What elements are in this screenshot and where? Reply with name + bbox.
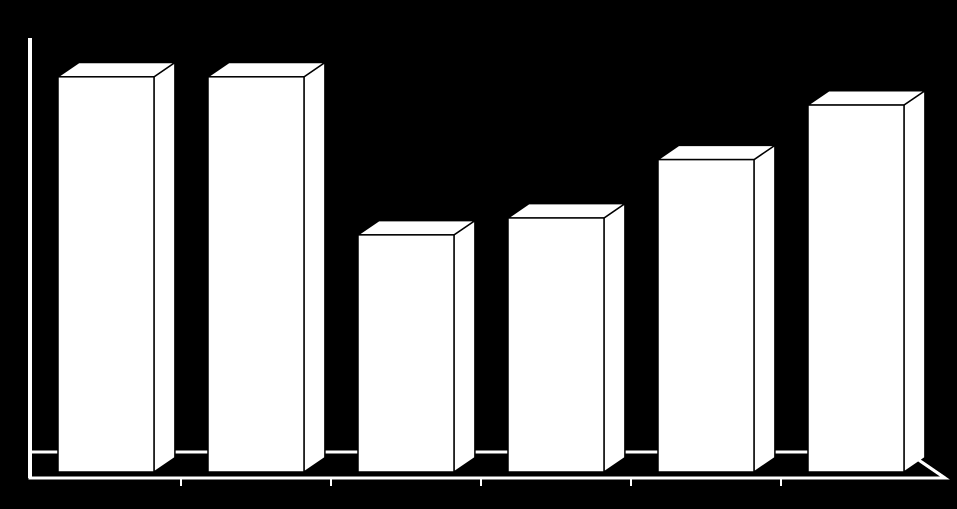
bar-front bbox=[808, 105, 904, 472]
bar bbox=[508, 204, 625, 472]
bar-side bbox=[304, 63, 325, 472]
bar-top bbox=[58, 63, 175, 77]
bar-front bbox=[58, 77, 154, 472]
bar bbox=[808, 91, 925, 472]
bar-top bbox=[808, 91, 925, 105]
bar-top bbox=[658, 145, 775, 159]
bar-side bbox=[154, 63, 175, 472]
chart-svg bbox=[0, 0, 957, 509]
bar-front bbox=[208, 77, 304, 472]
bar-front bbox=[358, 235, 454, 472]
bar bbox=[208, 63, 325, 472]
bar bbox=[658, 145, 775, 472]
bar bbox=[358, 221, 475, 472]
bar-top bbox=[508, 204, 625, 218]
bar bbox=[58, 63, 175, 472]
bar-side bbox=[904, 91, 925, 472]
bar-front bbox=[508, 218, 604, 472]
bar-chart-3d bbox=[0, 0, 957, 509]
bar-side bbox=[754, 145, 775, 472]
bar-side bbox=[454, 221, 475, 472]
bar-front bbox=[658, 160, 754, 472]
bar-top bbox=[208, 63, 325, 77]
bar-top bbox=[358, 221, 475, 235]
bar-side bbox=[604, 204, 625, 472]
